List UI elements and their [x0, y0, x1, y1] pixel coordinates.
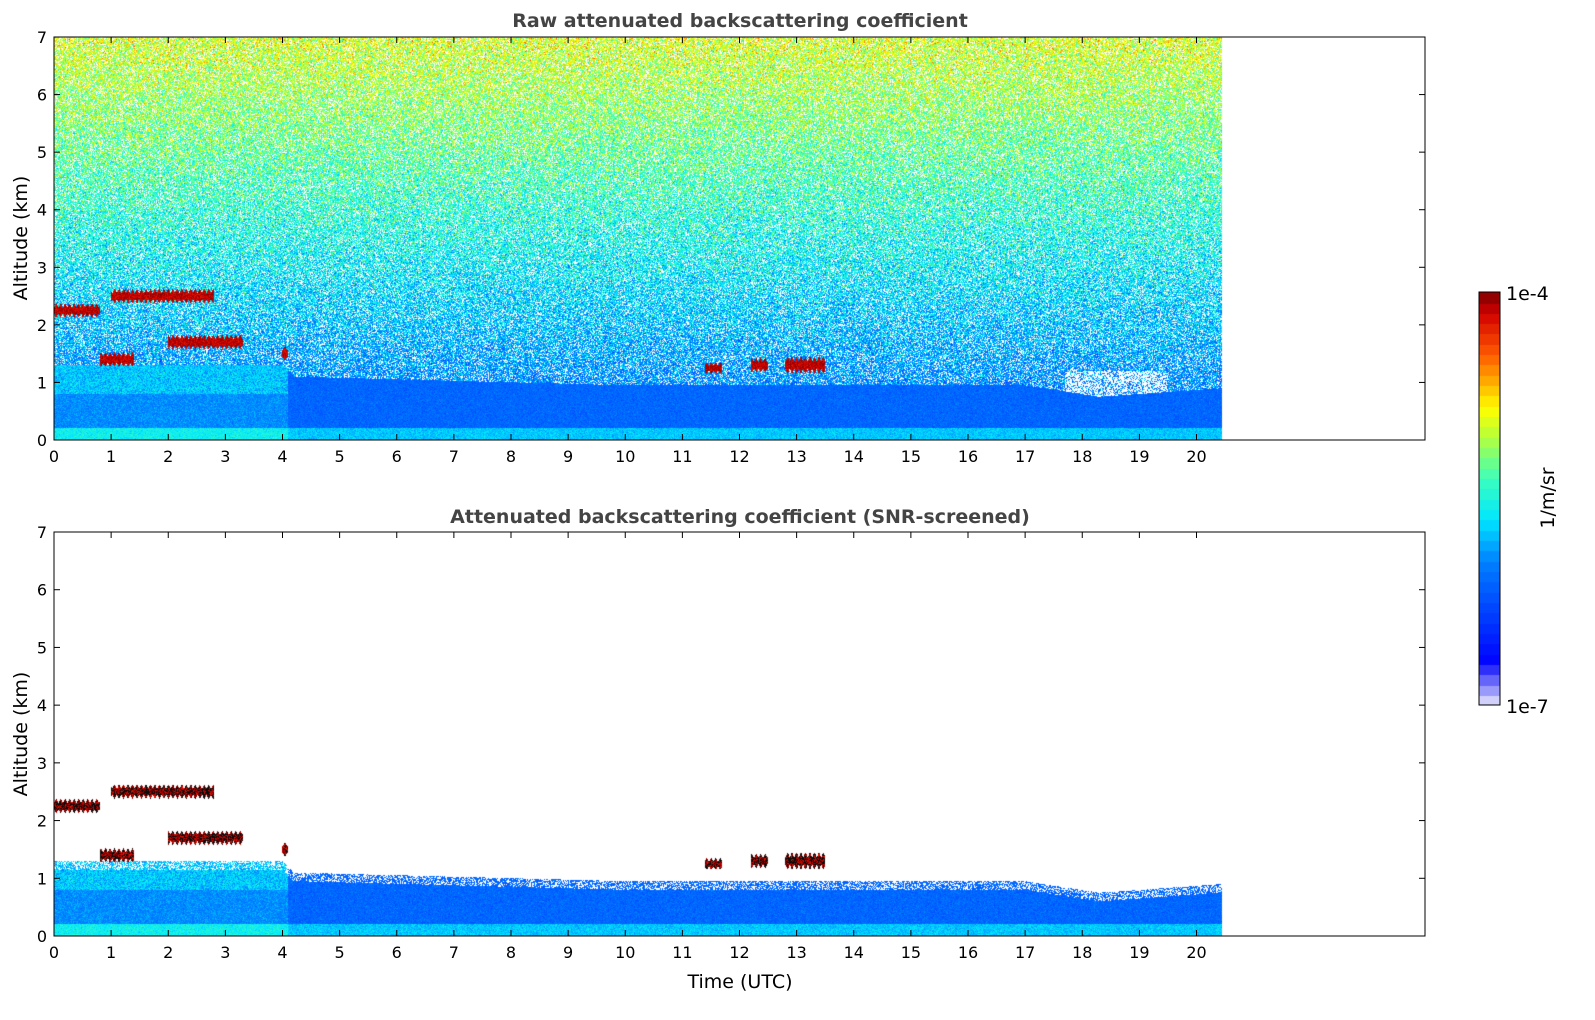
screened-backscatter-heatmap — [54, 532, 1425, 936]
x-tick-label: 6 — [392, 447, 402, 466]
x-tick-label: 4 — [277, 943, 287, 962]
y-tick-label: 0 — [37, 431, 47, 450]
x-tick-label: 7 — [449, 943, 459, 962]
y-tick-label: 5 — [37, 638, 47, 657]
x-tick-label: 17 — [1015, 447, 1035, 466]
colorbar-max-label: 1e-4 — [1506, 283, 1549, 305]
raw-backscatter-heatmap — [54, 37, 1425, 440]
y-tick-label: 7 — [37, 523, 47, 542]
y-tick-label: 4 — [37, 696, 47, 715]
chart-title-raw: Raw attenuated backscattering coefficien… — [512, 10, 968, 32]
y-tick-label: 3 — [37, 754, 47, 773]
x-tick-label: 20 — [1186, 943, 1206, 962]
y-tick-label: 0 — [37, 927, 47, 946]
x-tick-label: 12 — [729, 447, 749, 466]
x-tick-label: 19 — [1129, 943, 1149, 962]
y-tick-label: 5 — [37, 143, 47, 162]
x-tick-label: 10 — [615, 943, 635, 962]
x-tick-label: 16 — [958, 943, 978, 962]
x-tick-label: 15 — [901, 447, 921, 466]
x-tick-label: 9 — [563, 447, 573, 466]
x-tick-label: 1 — [106, 943, 116, 962]
x-tick-label: 5 — [335, 447, 345, 466]
plot-frame — [53, 36, 1426, 441]
x-tick-label: 7 — [449, 447, 459, 466]
x-tick-label: 3 — [220, 943, 230, 962]
x-tick-label: 12 — [729, 943, 749, 962]
x-tick-label: 17 — [1015, 943, 1035, 962]
x-tick-label: 16 — [958, 447, 978, 466]
chart-title-screened: Attenuated backscattering coefficient (S… — [450, 506, 1030, 528]
x-tick-label: 14 — [844, 943, 864, 962]
x-tick-label: 2 — [163, 447, 173, 466]
y-tick-label: 1 — [37, 869, 47, 888]
x-tick-label: 3 — [220, 447, 230, 466]
colorbar-frame — [1478, 291, 1501, 706]
y-axis-label-raw: Altitude (km) — [10, 176, 32, 301]
x-tick-label: 0 — [49, 447, 59, 466]
y-axis-label-screened: Altitude (km) — [10, 672, 32, 797]
x-tick-label: 19 — [1129, 447, 1149, 466]
x-tick-label: 18 — [1072, 447, 1092, 466]
x-tick-label: 8 — [506, 447, 516, 466]
y-tick-label: 6 — [37, 86, 47, 105]
x-tick-label: 11 — [672, 943, 692, 962]
colorbar-label: 1/m/sr — [1537, 467, 1559, 528]
y-tick-label: 2 — [37, 316, 47, 335]
y-tick-label: 7 — [37, 28, 47, 47]
y-tick-label: 3 — [37, 258, 47, 277]
x-tick-label: 4 — [277, 447, 287, 466]
colorbar-min-label: 1e-7 — [1506, 696, 1549, 718]
x-tick-label: 13 — [786, 943, 806, 962]
x-tick-label: 8 — [506, 943, 516, 962]
x-tick-label: 2 — [163, 943, 173, 962]
x-tick-label: 0 — [49, 943, 59, 962]
colorbar — [1479, 292, 1500, 705]
x-tick-label: 18 — [1072, 943, 1092, 962]
x-tick-label: 6 — [392, 943, 402, 962]
y-tick-label: 6 — [37, 581, 47, 600]
x-tick-label: 5 — [335, 943, 345, 962]
x-axis-label: Time (UTC) — [686, 971, 792, 993]
x-tick-label: 9 — [563, 943, 573, 962]
y-tick-label: 1 — [37, 373, 47, 392]
x-tick-label: 15 — [901, 943, 921, 962]
y-tick-label: 2 — [37, 812, 47, 831]
x-tick-label: 20 — [1186, 447, 1206, 466]
plot-frame — [53, 531, 1426, 937]
x-tick-label: 11 — [672, 447, 692, 466]
x-tick-label: 14 — [844, 447, 864, 466]
y-tick-label: 4 — [37, 201, 47, 220]
x-tick-label: 13 — [786, 447, 806, 466]
x-tick-label: 1 — [106, 447, 116, 466]
x-tick-label: 10 — [615, 447, 635, 466]
